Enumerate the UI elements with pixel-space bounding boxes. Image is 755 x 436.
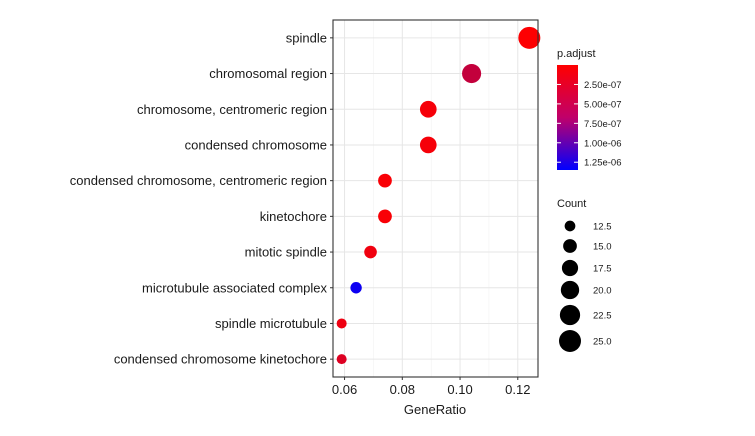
x-tick-label: 0.08 xyxy=(390,382,415,397)
color-legend-label: 5.00e-07 xyxy=(584,99,622,110)
size-legend-label: 22.5 xyxy=(593,311,612,322)
data-point xyxy=(336,354,347,365)
y-category-label: microtubule associated complex xyxy=(142,280,327,295)
color-legend-label: 2.50e-07 xyxy=(584,80,622,91)
data-point xyxy=(364,245,377,259)
size-legend-dot xyxy=(563,239,577,253)
plot-panel-background xyxy=(333,20,538,377)
data-point xyxy=(462,63,482,84)
color-legend-title: p.adjust xyxy=(557,48,596,60)
x-tick-label: 0.10 xyxy=(447,382,472,397)
y-category-label: condensed chromosome xyxy=(185,137,327,152)
size-legend-label: 12.5 xyxy=(593,222,612,233)
size-legend-label: 25.0 xyxy=(593,337,612,348)
plot-panel-border xyxy=(332,19,539,378)
color-legend-ticks: 2.50e-07 5.00e-07 7.50e-07 1.00e-06 1.25e-06 xyxy=(557,80,622,169)
data-point xyxy=(518,26,541,49)
size-legend-dot xyxy=(564,220,576,232)
size-legend-dot xyxy=(561,259,579,277)
size-legend-dot xyxy=(559,304,581,326)
y-category-label: chromosomal region xyxy=(209,66,327,81)
points-layer xyxy=(336,26,541,365)
y-category-label: condensed chromosome, centromeric region xyxy=(70,173,327,188)
y-axis-labels: spindle chromosomal region chromosome, cen… xyxy=(70,30,333,367)
size-legend-items: 12.5 15.0 17.5 20.0 22.5 25.0 xyxy=(559,220,612,352)
size-legend-dot xyxy=(560,280,580,300)
y-category-label: mitotic spindle xyxy=(245,245,327,260)
data-point xyxy=(378,173,392,188)
size-legend-dot xyxy=(559,330,581,352)
grid-layer xyxy=(333,20,538,377)
x-axis-title: GeneRatio xyxy=(404,402,466,417)
y-category-label: condensed chromosome kinetochore xyxy=(114,352,327,367)
y-category-label: spindle xyxy=(286,30,327,45)
color-legend-label: 1.00e-06 xyxy=(584,138,622,149)
color-legend-label: 7.50e-07 xyxy=(584,119,622,130)
size-legend-label: 20.0 xyxy=(593,286,612,297)
y-category-label: chromosome, centromeric region xyxy=(137,102,327,117)
y-category-label: spindle microtubule xyxy=(215,316,327,331)
x-axis-ticks: 0.06 0.08 0.10 0.12 xyxy=(332,377,530,397)
size-legend: Count 12.5 15.0 17.5 20.0 22.5 25.0 xyxy=(557,198,612,352)
size-legend-label: 17.5 xyxy=(593,264,612,275)
data-point xyxy=(336,318,347,329)
size-legend-label: 15.0 xyxy=(593,242,612,253)
x-tick-label: 0.06 xyxy=(332,382,357,397)
data-point xyxy=(350,282,362,294)
x-tick-label: 0.12 xyxy=(505,382,530,397)
color-legend-bar xyxy=(557,65,578,170)
data-point xyxy=(419,100,437,118)
y-category-label: kinetochore xyxy=(260,209,327,224)
data-point xyxy=(378,209,392,224)
color-legend: p.adjust 2.50e-07 5.00e-07 7.50e-07 1.00e-0… xyxy=(557,48,622,170)
data-point xyxy=(419,136,437,154)
size-legend-title: Count xyxy=(557,198,586,210)
color-legend-label: 1.25e-06 xyxy=(584,158,622,169)
